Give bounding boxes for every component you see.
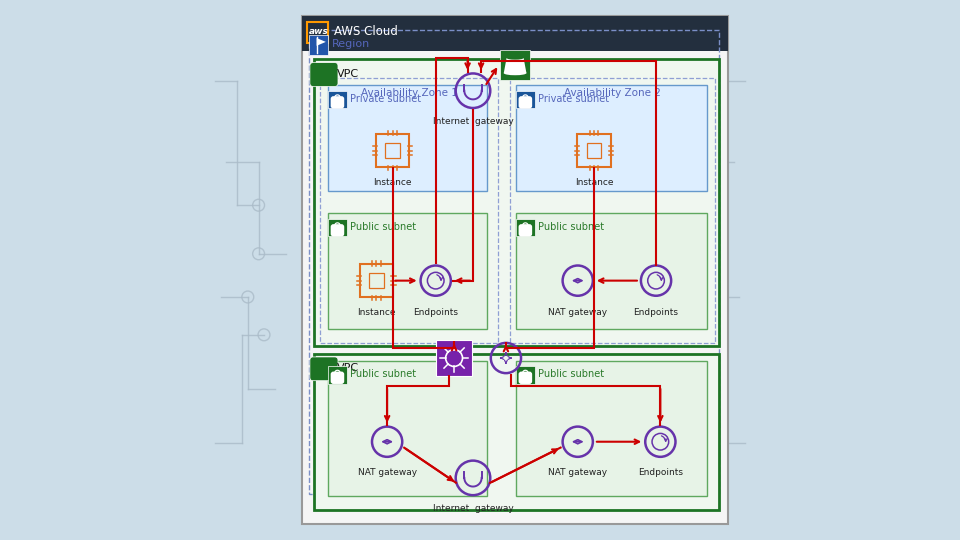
Text: NAT gateway: NAT gateway xyxy=(548,468,608,477)
Polygon shape xyxy=(317,38,325,46)
FancyBboxPatch shape xyxy=(327,361,487,496)
FancyBboxPatch shape xyxy=(518,372,532,384)
Text: Private subnet: Private subnet xyxy=(350,94,421,104)
FancyBboxPatch shape xyxy=(327,219,348,236)
FancyBboxPatch shape xyxy=(330,224,345,237)
Text: NAT gateway: NAT gateway xyxy=(357,468,417,477)
Text: VPC: VPC xyxy=(337,69,359,79)
FancyBboxPatch shape xyxy=(516,213,708,329)
FancyBboxPatch shape xyxy=(516,219,535,236)
FancyBboxPatch shape xyxy=(518,224,532,237)
Text: Public subnet: Public subnet xyxy=(539,369,605,380)
Text: Instance: Instance xyxy=(373,178,412,187)
Ellipse shape xyxy=(504,71,526,75)
Text: Region: Region xyxy=(331,39,370,50)
FancyBboxPatch shape xyxy=(310,357,338,381)
Text: Endpoints: Endpoints xyxy=(634,308,679,316)
FancyBboxPatch shape xyxy=(516,366,535,383)
Text: Endpoints: Endpoints xyxy=(413,308,458,316)
FancyBboxPatch shape xyxy=(314,354,719,510)
FancyBboxPatch shape xyxy=(436,340,472,376)
Text: Public subnet: Public subnet xyxy=(350,369,417,380)
FancyBboxPatch shape xyxy=(518,96,532,109)
FancyBboxPatch shape xyxy=(327,366,348,383)
FancyBboxPatch shape xyxy=(314,59,719,346)
Text: Internet  gateway: Internet gateway xyxy=(433,504,514,513)
FancyBboxPatch shape xyxy=(516,361,708,496)
Text: Private subnet: Private subnet xyxy=(539,94,610,104)
FancyBboxPatch shape xyxy=(516,85,708,191)
Text: Availability Zone 2: Availability Zone 2 xyxy=(564,88,661,98)
Text: VPC: VPC xyxy=(337,363,359,374)
FancyBboxPatch shape xyxy=(327,91,348,108)
FancyBboxPatch shape xyxy=(301,16,729,51)
FancyBboxPatch shape xyxy=(327,85,487,191)
Text: Availability Zone 1: Availability Zone 1 xyxy=(361,88,458,98)
Text: Endpoints: Endpoints xyxy=(637,468,683,477)
FancyBboxPatch shape xyxy=(307,22,327,43)
Text: Internet  gateway: Internet gateway xyxy=(433,117,514,126)
FancyBboxPatch shape xyxy=(327,213,487,329)
FancyBboxPatch shape xyxy=(310,63,338,86)
Text: Public subnet: Public subnet xyxy=(539,222,605,232)
Text: AWS Cloud: AWS Cloud xyxy=(334,25,398,38)
FancyBboxPatch shape xyxy=(500,50,530,80)
Polygon shape xyxy=(504,58,526,73)
Text: Instance: Instance xyxy=(575,178,613,187)
FancyBboxPatch shape xyxy=(309,35,328,55)
Text: NAT gateway: NAT gateway xyxy=(548,308,608,316)
Text: aws: aws xyxy=(309,27,328,36)
Ellipse shape xyxy=(507,56,523,59)
FancyBboxPatch shape xyxy=(516,91,535,108)
FancyBboxPatch shape xyxy=(330,96,345,109)
FancyBboxPatch shape xyxy=(301,16,729,524)
Text: Public subnet: Public subnet xyxy=(350,222,417,232)
FancyBboxPatch shape xyxy=(330,372,345,384)
Text: Instance: Instance xyxy=(357,308,396,316)
